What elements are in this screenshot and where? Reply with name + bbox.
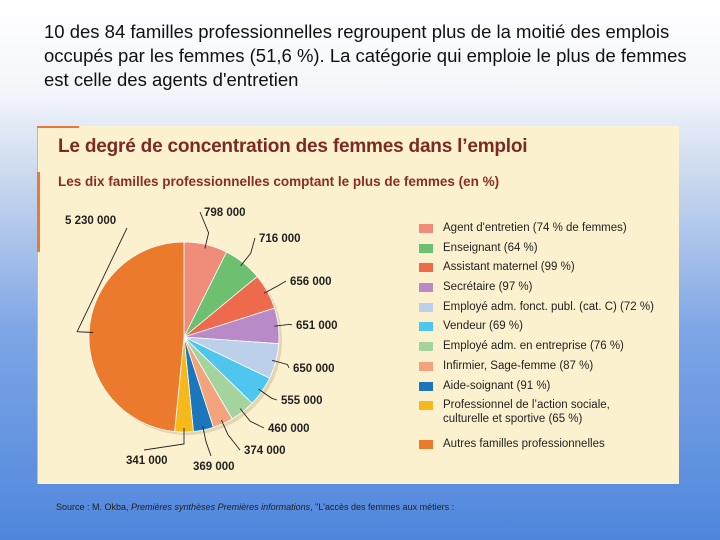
- legend-swatch: [419, 224, 433, 233]
- slice-value-label: 5 230 000: [65, 215, 116, 227]
- leader-line: [240, 237, 256, 267]
- legend-swatch: [419, 322, 433, 332]
- panel-left-rule: [37, 172, 40, 252]
- source-prefix: Source : M. Okba,: [56, 502, 132, 512]
- slice-value-label: 798 000: [204, 207, 246, 219]
- legend-item: Assistant maternel (99 %): [419, 260, 675, 280]
- legend-swatch: [419, 243, 433, 253]
- slice-value-label: 341 000: [126, 455, 168, 467]
- slice-value-label: 651 000: [296, 320, 338, 332]
- source-note: Source : M. Okba, Premières synthèses Pr…: [56, 502, 454, 512]
- legend-label: Vendeur (69 %): [443, 320, 523, 333]
- slice-value-label: 656 000: [290, 276, 332, 288]
- legend-label: Employé adm. fonct. publ. (cat. C) (72 %…: [443, 300, 654, 313]
- panel-edge: [37, 126, 38, 484]
- leader-line: [271, 359, 290, 369]
- leader-line: [199, 211, 210, 249]
- leader-line: [220, 419, 241, 451]
- legend-swatch: [419, 342, 433, 352]
- leader-line: [202, 426, 212, 457]
- slice-value-label: 369 000: [193, 461, 235, 473]
- legend-item: Agent d'entretien (74 % de femmes): [419, 221, 675, 241]
- chart-subtitle: Les dix familles professionnelles compta…: [58, 174, 500, 189]
- legend-swatch: [419, 381, 433, 391]
- legend-item: Professionnel de l’action sociale, cultu…: [419, 398, 675, 437]
- legend-item: Secrétaire (97 %): [419, 280, 675, 300]
- legend-item: Enseignant (64 %): [419, 241, 675, 261]
- legend-swatch: [419, 401, 433, 411]
- legend-item: Employé adm. en entreprise (76 %): [419, 339, 675, 359]
- pie-slice: [88, 241, 185, 432]
- legend-label: Infirmier, Sage-femme (87 %): [443, 359, 594, 372]
- legend-item: Autres familles professionnelles: [419, 437, 675, 457]
- leader-line: [258, 388, 278, 401]
- legend-swatch: [419, 283, 433, 293]
- slice-value-label: 650 000: [293, 363, 335, 375]
- legend-label: Professionnel de l’action sociale, cultu…: [443, 399, 610, 426]
- legend-swatch: [419, 263, 433, 273]
- legend-item: Aide-soignant (91 %): [419, 379, 675, 399]
- legend-item: Employé adm. fonct. publ. (cat. C) (72 %…: [419, 300, 675, 320]
- leader-line: [143, 428, 185, 451]
- leader-line: [274, 323, 293, 327]
- legend-item: Infirmier, Sage-femme (87 %): [419, 359, 675, 379]
- leader-line: [76, 227, 128, 333]
- legend-item: Vendeur (69 %): [419, 319, 675, 339]
- legend-label: Aide-soignant (91 %): [443, 379, 551, 392]
- source-italic: Premières synthèses Premières informatio…: [131, 502, 311, 512]
- legend-swatch: [419, 361, 433, 371]
- legend-label: Autres familles professionnelles: [443, 438, 605, 451]
- panel-top-rule: [37, 126, 79, 128]
- legend-swatch: [419, 440, 433, 450]
- chart-legend: Agent d'entretien (74 % de femmes) Enseig…: [419, 221, 675, 457]
- slice-value-label: 555 000: [281, 395, 323, 407]
- chart-title: Le degré de concentration des femmes dan…: [58, 136, 528, 157]
- legend-label: Agent d'entretien (74 % de femmes): [443, 222, 627, 234]
- slice-value-label: 374 000: [244, 445, 286, 457]
- slice-value-label: 716 000: [259, 233, 301, 245]
- legend-label: Secrétaire (97 %): [443, 281, 533, 294]
- legend-swatch: [419, 302, 433, 312]
- legend-label: Assistant maternel (99 %): [443, 261, 575, 274]
- leader-line: [239, 408, 265, 429]
- source-suffix: , "L'accès des femmes aux métiers :: [310, 502, 455, 512]
- slide-text: 10 des 84 familles professionnelles regr…: [44, 21, 687, 90]
- leader-line: [263, 280, 287, 294]
- legend-label: Employé adm. en entreprise (76 %): [443, 340, 624, 353]
- slice-value-label: 460 000: [268, 423, 310, 435]
- legend-label: Enseignant (64 %): [443, 241, 538, 254]
